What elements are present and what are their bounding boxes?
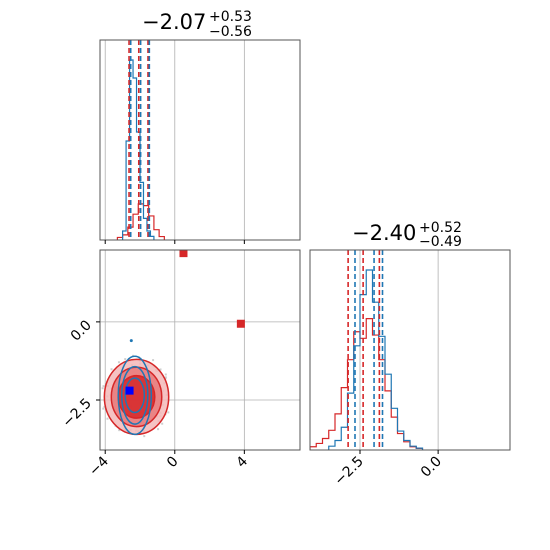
joint-blue-contour [120, 365, 149, 425]
joint-blue-point [129, 339, 133, 343]
joint-scatter-point [101, 387, 104, 390]
joint-red-outlier [179, 250, 188, 258]
joint-y-tick-label: 0.0 [68, 317, 95, 344]
param1-title-median: −2.07 [142, 10, 206, 34]
param2-x-ticks: −2.5 0.0 [331, 450, 445, 489]
param2-tick-label: 0.0 [418, 454, 445, 481]
joint-contours [101, 250, 245, 438]
joint-scatter-point [124, 358, 127, 361]
param2-marginal-frame [309, 249, 511, 451]
joint-blue-contour [124, 377, 146, 414]
joint-scatter-point [152, 359, 155, 362]
param2-title-minus: −0.49 [419, 234, 462, 250]
param1-marginal-frame [99, 39, 301, 241]
param2-tick-label: −2.5 [331, 454, 366, 489]
joint-scatter-point [161, 422, 164, 425]
joint-y-tick-label: −2.5 [59, 396, 94, 431]
joint-panel: −4 0 4 −2.5 0.0 [59, 249, 301, 479]
param1-histograms [116, 40, 165, 240]
joint-scatter-point [102, 385, 105, 388]
param2-histograms [310, 250, 424, 450]
joint-scatter-point [164, 376, 167, 379]
joint-scatter-point [164, 373, 167, 376]
joint-scatter-point [106, 417, 109, 420]
joint-x-tick-label: −4 [86, 453, 112, 479]
joint-scatter-point [159, 368, 162, 371]
param1-top-ticks [104, 240, 245, 244]
joint-truth-marker [125, 386, 134, 395]
joint-blue-contour [117, 355, 153, 436]
joint-scatter-point [110, 368, 113, 371]
joint-scatter-point [167, 411, 170, 414]
param2-marginal-panel: −2.5 0.0 −2.40 +0.52 −0.49 [309, 220, 511, 489]
joint-x-tick-label: 4 [234, 453, 252, 471]
param1-title-minus: −0.56 [209, 24, 252, 40]
param2-red-histogram [310, 318, 424, 450]
joint-x-ticks: −4 0 4 [86, 450, 251, 479]
joint-scatter-point [118, 429, 121, 432]
param2-blue-histogram [328, 269, 424, 450]
joint-red-outlier [236, 319, 245, 328]
param2-title-median: −2.40 [352, 221, 416, 245]
joint-scatter-point [157, 428, 160, 431]
joint-x-tick-label: 0 [164, 454, 182, 472]
joint-scatter-point [117, 361, 120, 364]
joint-scatter-point [103, 405, 106, 408]
param2-gridlines [359, 250, 439, 450]
param1-title-plus: +0.53 [209, 9, 252, 25]
param1-gridlines [104, 40, 245, 240]
joint-y-ticks: −2.5 0.0 [59, 317, 100, 431]
param2-title-plus: +0.52 [419, 220, 462, 236]
joint-scatter-point [143, 435, 146, 438]
joint-frame [99, 249, 301, 451]
param1-marginal-panel: −2.07 +0.53 −0.56 [99, 9, 301, 244]
joint-scatter-point [102, 407, 105, 410]
